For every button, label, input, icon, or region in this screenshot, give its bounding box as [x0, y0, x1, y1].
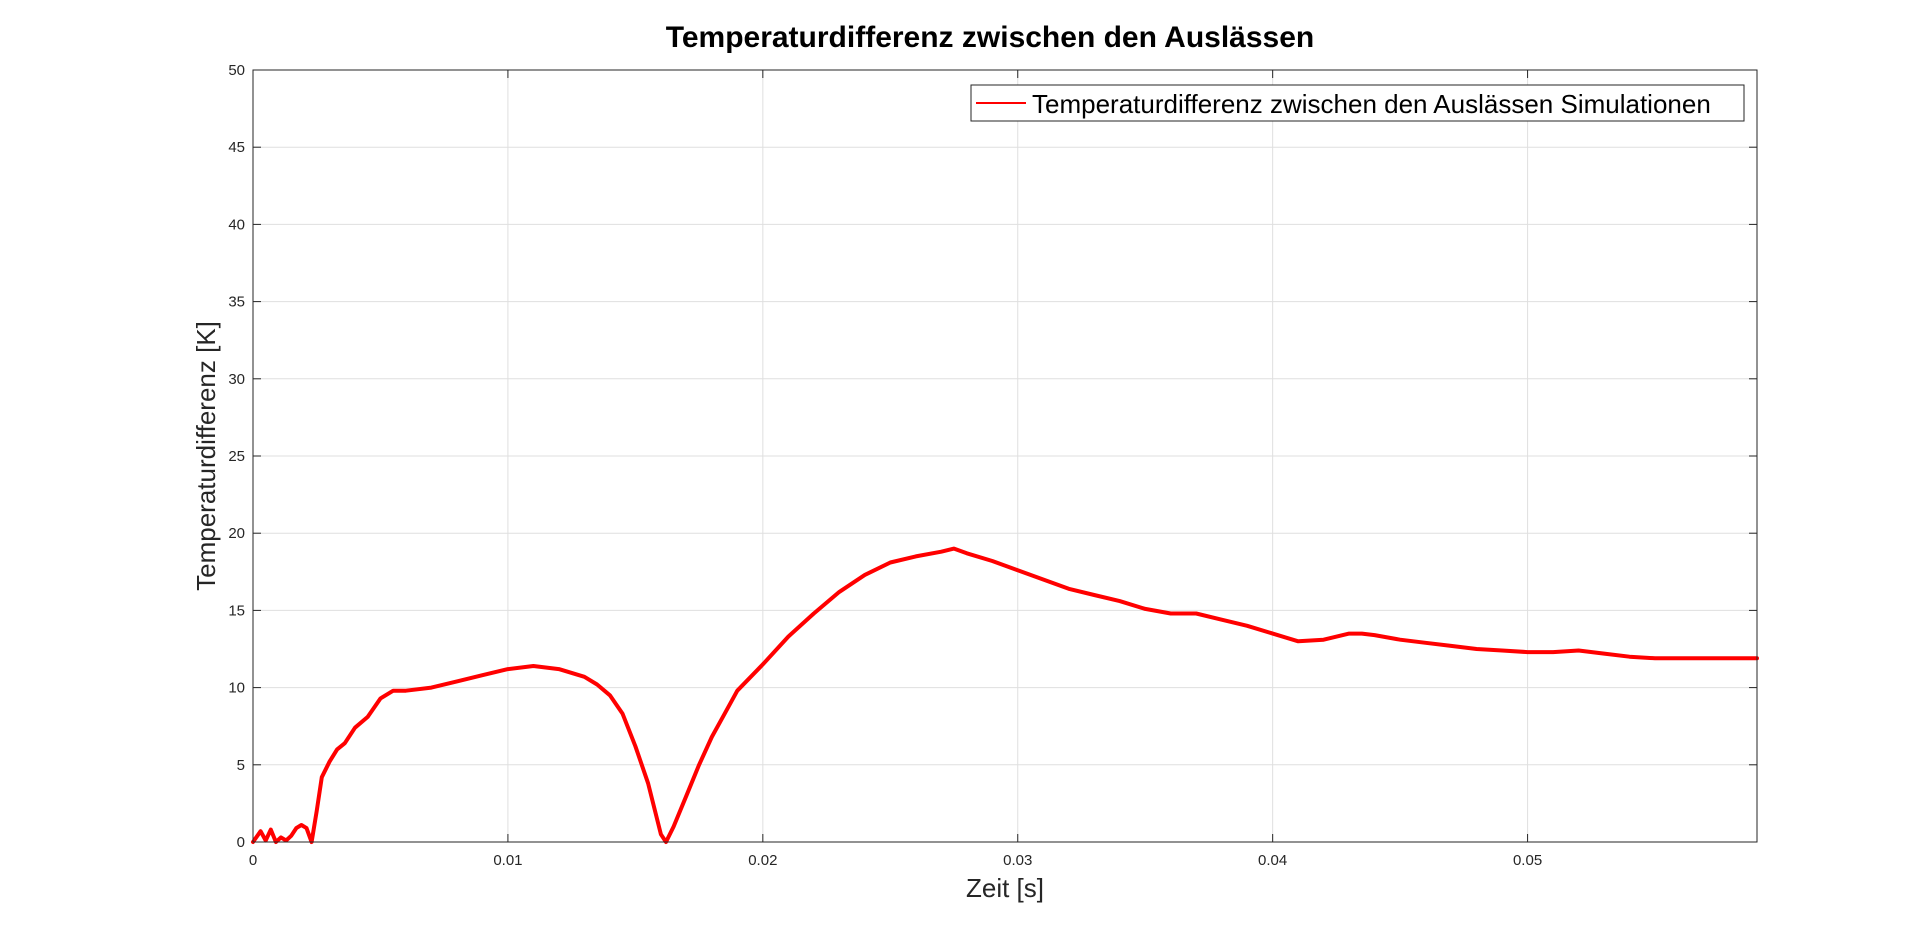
y-tick-label: 15: [228, 602, 245, 619]
y-tick-label: 0: [237, 834, 245, 851]
series-layer: [251, 546, 1759, 844]
x-tick-label: 0: [249, 852, 257, 869]
y-tick-label: 5: [237, 757, 245, 774]
tick-labels: 0 0.01 0.02 0.03 0.04 0.05 0 5 10 15 20 25 30 35 40 45 5…: [228, 62, 1542, 869]
series-line: [251, 546, 1759, 844]
x-tick-label: 0.03: [1003, 852, 1032, 869]
y-tick-label: 50: [228, 62, 245, 79]
y-tick-label: 45: [228, 139, 245, 156]
x-tick-label: 0.01: [493, 852, 522, 869]
y-tick-label: 40: [228, 216, 245, 233]
chart-title: Temperaturdifferenz zwischen den Ausläss…: [666, 21, 1315, 54]
y-tick-label: 20: [228, 525, 245, 542]
legend-entry: Temperaturdifferenz zwischen den Ausläss…: [1032, 89, 1711, 119]
legend-box: [970, 84, 1745, 122]
y-tick-label: 35: [228, 294, 245, 311]
grid: [252, 69, 1757, 843]
x-tick-label: 0.02: [748, 852, 777, 869]
y-tick-label: 25: [228, 448, 245, 465]
y-tick-label: 30: [228, 371, 245, 388]
x-axis-label: Zeit [s]: [966, 873, 1044, 903]
x-tick-label: 0.04: [1258, 852, 1287, 869]
axis-ticks: [252, 69, 1757, 843]
y-axis-label: Temperaturdifferenz [K]: [191, 321, 221, 591]
legend: Temperaturdifferenz zwischen den Ausläss…: [970, 84, 1745, 122]
y-tick-label: 10: [228, 680, 245, 697]
x-tick-label: 0.05: [1513, 852, 1542, 869]
plot-frame: [252, 69, 1758, 843]
